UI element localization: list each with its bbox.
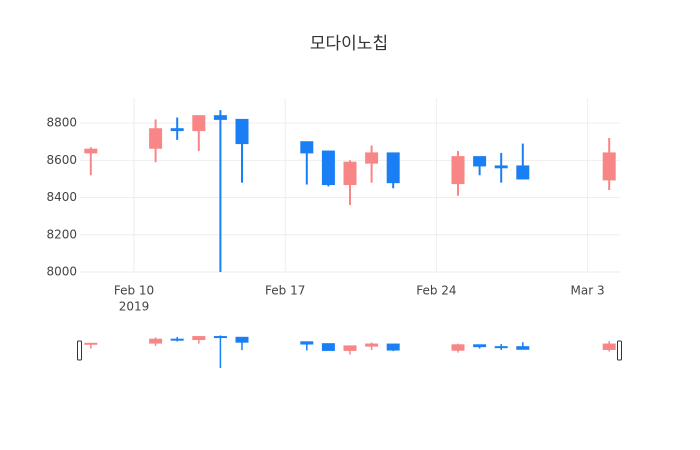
candle-body-mini: [494, 346, 508, 349]
candle-body-mini: [84, 342, 98, 345]
chart-title: 모다이노칩: [310, 34, 388, 54]
candle-body-mini: [451, 344, 465, 351]
candle-body-mini: [170, 338, 184, 341]
x-tick-label: Mar 3: [571, 284, 605, 298]
candle-body-mini: [343, 345, 357, 351]
candle-body-mini: [473, 344, 487, 348]
y-tick-label: 8200: [46, 227, 77, 241]
candle-body-mini: [386, 343, 400, 351]
candle-body: [494, 165, 508, 169]
candle-body: [602, 152, 616, 181]
candle-body-mini: [300, 341, 314, 345]
candle-body: [213, 115, 227, 120]
candle-body-mini: [235, 336, 249, 343]
x-tick-label: Feb 17: [265, 284, 305, 298]
candle-body-mini: [213, 336, 227, 339]
candle-body-mini: [192, 336, 206, 341]
y-tick-label: 8800: [46, 116, 77, 130]
y-tick-label: 8000: [46, 265, 77, 279]
candle-body: [343, 161, 357, 186]
y-tick-label: 8600: [46, 153, 77, 167]
candle-body: [473, 156, 487, 167]
x-year-label: 2019: [119, 300, 150, 314]
candle-body: [321, 150, 335, 186]
candle-body-mini: [602, 343, 616, 350]
candle-body: [451, 156, 465, 185]
candle-body: [192, 115, 206, 132]
candle-body: [84, 148, 98, 154]
candle-body-mini: [365, 343, 379, 347]
candle-body: [149, 128, 163, 149]
candle-body: [300, 141, 314, 154]
candle-body: [386, 152, 400, 184]
y-tick-label: 8400: [46, 190, 77, 204]
rangeslider-handle[interactable]: [617, 340, 622, 361]
candle-body: [170, 128, 184, 132]
candle-body-mini: [321, 343, 335, 351]
x-tick-label: Feb 10: [114, 284, 154, 298]
x-tick-label: Feb 24: [416, 284, 456, 298]
rangeslider-handle[interactable]: [77, 340, 82, 361]
candle-body-mini: [149, 338, 163, 344]
candle-body-mini: [516, 346, 530, 350]
candle-body: [365, 152, 379, 164]
candle-body: [235, 118, 249, 145]
candle-body: [516, 165, 530, 180]
